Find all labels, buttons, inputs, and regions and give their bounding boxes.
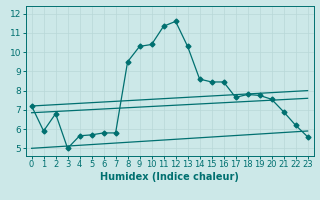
- X-axis label: Humidex (Indice chaleur): Humidex (Indice chaleur): [100, 172, 239, 182]
